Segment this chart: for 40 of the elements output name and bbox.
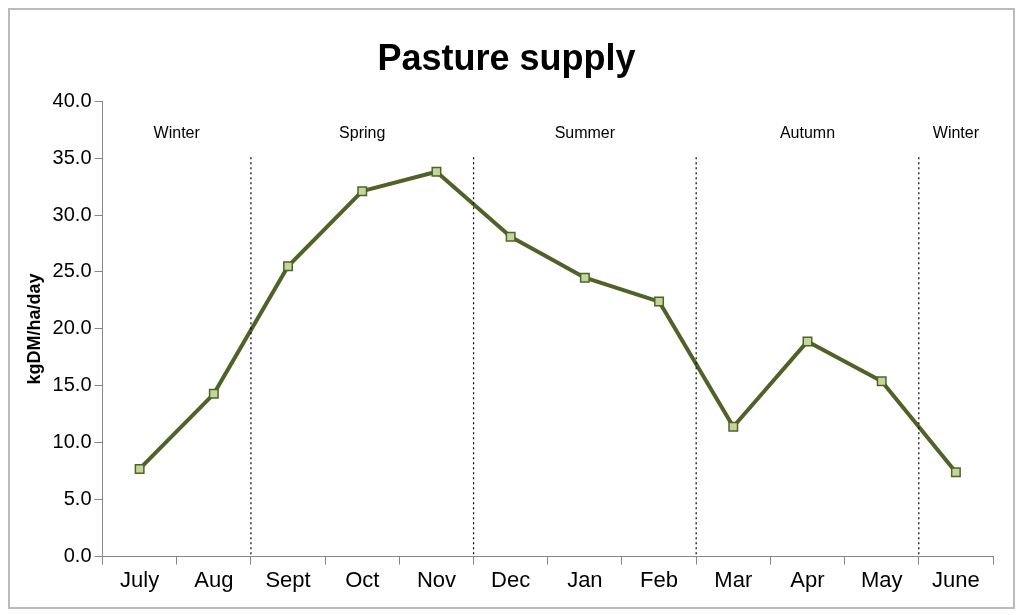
annotation: Autumn bbox=[779, 123, 836, 141]
y-tick-label: 25.0 bbox=[52, 259, 92, 282]
y-axis-title: kgDM/ha/day bbox=[23, 273, 44, 385]
point bbox=[802, 336, 813, 347]
point bbox=[283, 261, 294, 272]
x-tick-label: June bbox=[932, 566, 980, 592]
x-tick-label: Dec bbox=[491, 566, 531, 592]
annotation: Spring bbox=[339, 123, 386, 141]
point bbox=[950, 467, 961, 478]
point bbox=[654, 296, 665, 307]
x-tick-label: Feb bbox=[640, 566, 679, 592]
point bbox=[134, 463, 145, 474]
point bbox=[728, 421, 739, 432]
point bbox=[431, 166, 442, 177]
y-tick-label: 20.0 bbox=[52, 316, 92, 339]
annotation: Summer bbox=[554, 123, 616, 141]
y-tick-label: 15.0 bbox=[52, 373, 92, 396]
point bbox=[579, 272, 590, 283]
x-tick-label: Nov bbox=[416, 566, 457, 592]
y-tick-label: 10.0 bbox=[52, 430, 92, 453]
point bbox=[208, 388, 219, 399]
x-tick-label: Aug bbox=[194, 566, 234, 592]
chart-title: Pasture supply bbox=[377, 36, 636, 78]
x-tick-label: Oct bbox=[345, 566, 380, 592]
point bbox=[876, 376, 887, 387]
point bbox=[357, 186, 368, 197]
y-tick-label: 30.0 bbox=[52, 202, 92, 225]
x-tick-label: Jan bbox=[567, 566, 603, 592]
point bbox=[505, 231, 516, 242]
x-tick-label: Sept bbox=[265, 566, 311, 592]
y-tick-label: 40.0 bbox=[52, 88, 92, 111]
x-tick-label: Apr bbox=[790, 566, 825, 592]
x-tick-label: May bbox=[860, 566, 903, 592]
y-tick-label: 5.0 bbox=[63, 487, 92, 510]
annotation: Winter bbox=[153, 123, 201, 141]
x-tick-label: Mar bbox=[714, 566, 753, 592]
y-tick-label: 0.0 bbox=[63, 544, 92, 567]
annotation: Winter bbox=[932, 123, 980, 141]
x-tick-label: July bbox=[120, 566, 160, 592]
y-tick-label: 35.0 bbox=[52, 145, 92, 168]
